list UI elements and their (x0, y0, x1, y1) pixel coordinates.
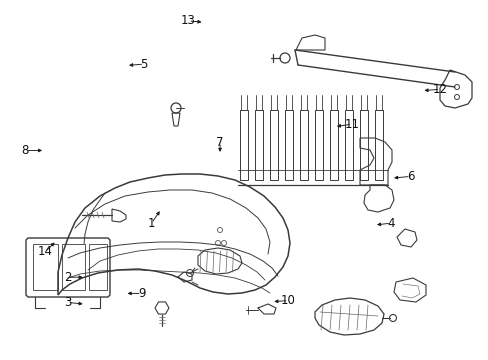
Text: 7: 7 (216, 136, 224, 149)
Text: 1: 1 (147, 217, 155, 230)
Text: 2: 2 (63, 271, 71, 284)
Text: 8: 8 (21, 144, 29, 157)
Text: 5: 5 (140, 58, 148, 71)
Text: 3: 3 (63, 296, 71, 309)
Text: 10: 10 (281, 294, 295, 307)
Text: 11: 11 (344, 118, 359, 131)
Text: 12: 12 (432, 83, 447, 96)
Text: 14: 14 (38, 246, 52, 258)
Text: 9: 9 (138, 287, 145, 300)
Text: 6: 6 (406, 170, 414, 183)
Text: 4: 4 (386, 217, 394, 230)
Text: 13: 13 (181, 14, 195, 27)
